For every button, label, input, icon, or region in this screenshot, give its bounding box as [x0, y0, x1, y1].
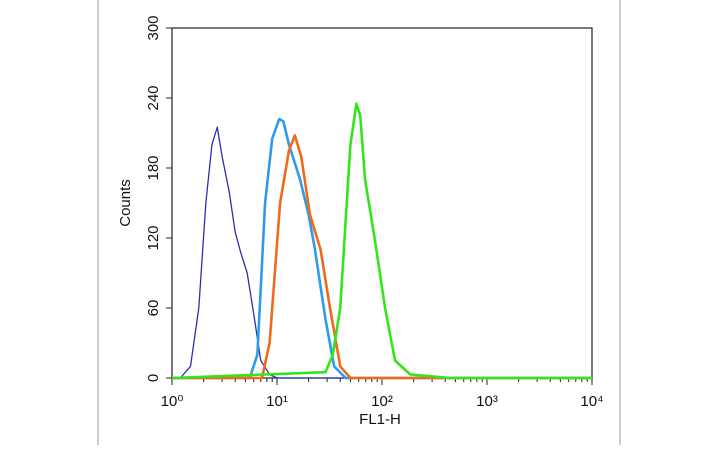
histogram-line [172, 134, 592, 380]
y-tick-label: 240 [145, 85, 162, 110]
histogram-line [171, 102, 592, 380]
x-tick-label: 10² [371, 393, 393, 410]
y-tick-label: 120 [145, 225, 162, 250]
x-tick-label: 10⁴ [580, 393, 603, 410]
y-tick-label: 180 [145, 155, 162, 180]
y-axis-label: Counts [117, 179, 134, 227]
y-tick-label: 60 [145, 300, 162, 317]
x-tick-label: 10⁰ [161, 393, 184, 410]
x-axis-label: FL1-H [359, 411, 401, 428]
x-tick-label: 10¹ [266, 393, 288, 410]
y-tick-label: 300 [145, 15, 162, 40]
histogram-line [172, 117, 592, 380]
x-tick-label: 10³ [476, 393, 498, 410]
y-tick-label: 0 [145, 374, 162, 382]
